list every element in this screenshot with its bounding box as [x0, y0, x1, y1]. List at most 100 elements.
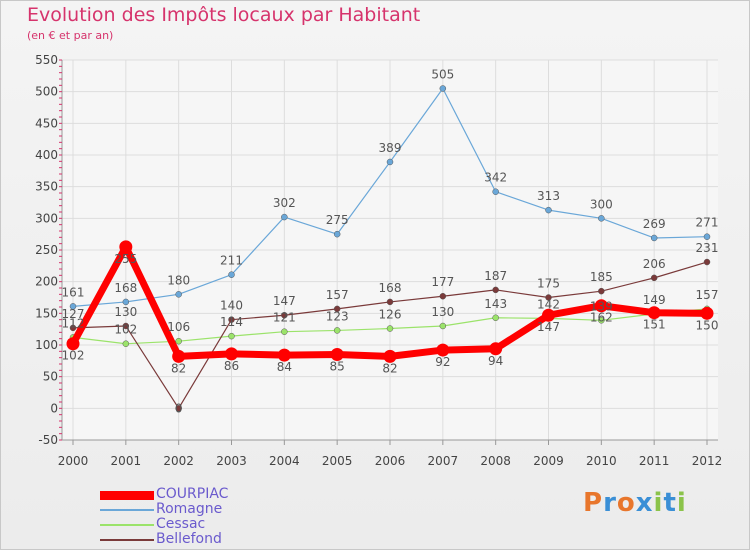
grid-layer [62, 59, 718, 441]
data-label: 106 [167, 320, 190, 334]
data-point-romagne [650, 234, 658, 242]
data-point-bellefond [122, 322, 130, 330]
data-label: 126 [379, 308, 402, 322]
legend-label: Romagne [156, 501, 223, 517]
x-tick-label: 2004 [269, 454, 300, 468]
data-point-bellefond [545, 294, 552, 301]
logo-letter: x [635, 488, 654, 518]
logo-letter: r [603, 488, 617, 518]
legend-swatch [100, 524, 154, 526]
data-label: 168 [379, 281, 402, 295]
data-label: 147 [273, 294, 296, 308]
data-point-romagne [492, 188, 499, 195]
data-label: 121 [273, 311, 296, 325]
x-tick-label: 2000 [58, 454, 89, 468]
data-label: 94 [488, 354, 503, 368]
data-point-courpiac [436, 343, 450, 357]
data-point-bellefond [281, 311, 288, 319]
data-point-bellefond [228, 316, 235, 323]
series-layer [66, 85, 714, 412]
data-point-bellefond [333, 305, 341, 313]
data-label: 139 [590, 299, 613, 313]
x-tick-label: 2007 [428, 454, 459, 468]
y-tick-label: -50 [38, 433, 58, 447]
y-tick-label: 200 [35, 275, 58, 289]
data-point-cessac [122, 340, 130, 347]
data-point-cessac [439, 322, 447, 330]
data-label: 112 [62, 316, 85, 330]
y-tick-label: 300 [35, 211, 58, 225]
data-point-romagne [386, 158, 394, 166]
data-label: 86 [224, 359, 239, 373]
data-label: 162 [590, 311, 613, 325]
data-label: 187 [484, 269, 507, 283]
data-label: 149 [643, 293, 666, 307]
x-tick-label: 2011 [639, 454, 670, 468]
data-point-courpiac [330, 348, 344, 361]
data-point-courpiac [647, 306, 661, 320]
data-point-romagne [598, 215, 605, 222]
data-point-bellefond [69, 324, 77, 332]
data-label: 505 [431, 68, 454, 82]
x-tick-label: 2008 [480, 454, 511, 468]
x-tick-label: 2009 [533, 454, 564, 468]
data-point-romagne [228, 271, 235, 278]
data-point-courpiac [66, 337, 80, 351]
data-label: 175 [537, 277, 560, 291]
data-label: 342 [484, 171, 507, 185]
y-tick-label: 150 [35, 306, 58, 320]
axis-layer: -50 0 50 100 150 200 250 300 350 400 450 500 550 2000… [35, 53, 722, 468]
y-tick-label: 550 [35, 53, 58, 67]
data-label: 313 [537, 189, 560, 203]
data-point-courpiac [542, 308, 555, 322]
data-label: 302 [273, 196, 296, 210]
data-point-cessac [386, 325, 394, 332]
data-label: 180 [167, 273, 190, 287]
data-label: 269 [643, 217, 666, 231]
data-point-bellefond [386, 298, 394, 306]
data-label: 275 [326, 213, 349, 227]
data-point-bellefond [492, 286, 499, 294]
data-point-courpiac [172, 349, 186, 363]
data-point-romagne [69, 303, 77, 310]
data-label: 85 [330, 360, 345, 374]
legend-swatch [100, 509, 154, 511]
legend-swatch [100, 539, 154, 541]
logo-letter: i [676, 488, 687, 518]
data-point-cessac [492, 314, 499, 322]
data-label: 130 [114, 305, 137, 319]
data-label: 102 [62, 349, 85, 363]
data-label: 206 [643, 257, 666, 271]
data-label: 150 [696, 318, 719, 332]
data-label: 168 [114, 281, 137, 295]
data-point-bellefond [598, 287, 605, 295]
data-point-romagne [545, 206, 552, 214]
x-tick-label: 2010 [586, 454, 617, 468]
data-point-cessac [598, 317, 605, 324]
data-label: 147 [537, 320, 560, 334]
data-point-bellefond [703, 258, 711, 266]
x-tick-label: 2012 [692, 454, 723, 468]
logo-letter: o [616, 488, 636, 518]
data-point-cessac [333, 327, 341, 334]
x-tick-label: 2001 [111, 454, 142, 468]
data-point-cessac [228, 332, 235, 340]
data-point-courpiac [700, 306, 714, 320]
data-label: 255 [114, 252, 137, 266]
y-tick-label: 0 [50, 401, 58, 415]
data-label: 231 [696, 241, 719, 255]
chart-title: Evolution des Impôts locaux par Habitant [27, 4, 421, 26]
data-label: 82 [382, 361, 397, 375]
data-label: 151 [643, 318, 666, 332]
data-label: 114 [220, 315, 243, 329]
label-layer: 102 255 82 86 84 85 82 92 94 147 162 151 150 161 168 18… [62, 68, 719, 416]
chart-subtitle: (en € et par an) [27, 29, 114, 42]
data-label: 177 [431, 275, 454, 289]
data-label: 92 [435, 355, 450, 369]
y-tick-label: 50 [43, 370, 58, 384]
logo-letter: i [653, 488, 664, 518]
y-tick-label: 500 [35, 85, 58, 99]
data-point-romagne [703, 233, 711, 240]
data-label: 127 [62, 307, 85, 321]
